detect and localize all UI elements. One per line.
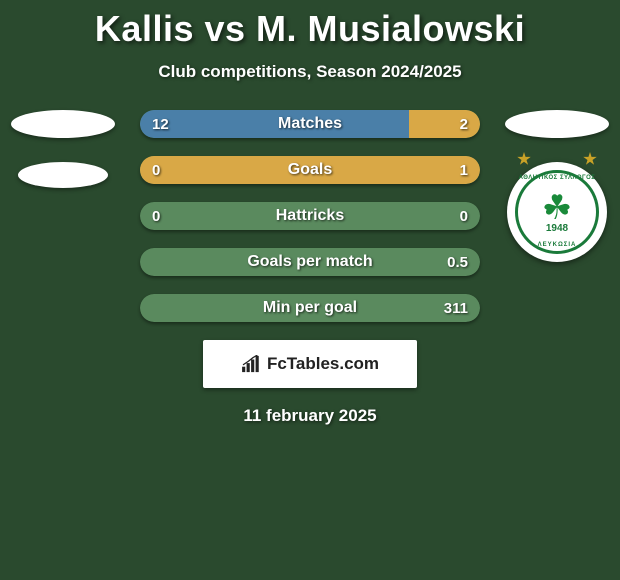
stat-right-value: 1 (460, 162, 468, 179)
stat-label: Goals per match (140, 253, 480, 271)
stat-row: Min per goal311 (140, 294, 480, 322)
stat-label: Goals (140, 161, 480, 179)
stat-row: 0Goals1 (140, 156, 480, 184)
club-badge-top-text: ΑΘΛΗΤΙΚΟΣ ΣΥΛΛΟΓΟΣ (519, 175, 596, 181)
stat-right-value: 0 (460, 208, 468, 225)
stat-right-value: 311 (444, 300, 468, 317)
club-badge-omonia: ΑΘΛΗΤΙΚΟΣ ΣΥΛΛΟΓΟΣ ☘ 1948 ΛΕΥΚΩΣΙΑ (507, 162, 607, 262)
left-player-badges (8, 110, 118, 212)
club-badge-inner: ΑΘΛΗΤΙΚΟΣ ΣΥΛΛΟΓΟΣ ☘ 1948 ΛΕΥΚΩΣΙΑ (515, 170, 599, 254)
brand-chart-icon (241, 355, 263, 373)
stats-container: 12Matches20Goals10Hattricks0Goals per ma… (140, 110, 480, 322)
club-badge-placeholder (18, 162, 108, 188)
stat-row: Goals per match0.5 (140, 248, 480, 276)
page-title: Kallis vs M. Musialowski (0, 0, 620, 50)
brand-box[interactable]: FcTables.com (203, 340, 417, 388)
right-player-badges: ΑΘΛΗΤΙΚΟΣ ΣΥΛΛΟΓΟΣ ☘ 1948 ΛΕΥΚΩΣΙΑ (502, 110, 612, 262)
brand-name: FcTables.com (267, 354, 379, 374)
stat-label: Hattricks (140, 207, 480, 225)
club-badge-bottom-text: ΛΕΥΚΩΣΙΑ (538, 242, 577, 248)
subtitle: Club competitions, Season 2024/2025 (0, 62, 620, 82)
club-badge-year: 1948 (546, 223, 568, 234)
date-text: 11 february 2025 (0, 406, 620, 426)
stat-row: 12Matches2 (140, 110, 480, 138)
stat-label: Matches (140, 115, 480, 133)
player-badge-placeholder (505, 110, 609, 138)
player-badge-placeholder (11, 110, 115, 138)
stat-right-value: 2 (460, 116, 468, 133)
stat-row: 0Hattricks0 (140, 202, 480, 230)
comparison-content: ΑΘΛΗΤΙΚΟΣ ΣΥΛΛΟΓΟΣ ☘ 1948 ΛΕΥΚΩΣΙΑ 12Mat… (0, 110, 620, 322)
stat-right-value: 0.5 (447, 254, 468, 271)
shamrock-icon: ☘ (542, 191, 572, 225)
stat-label: Min per goal (140, 299, 480, 317)
